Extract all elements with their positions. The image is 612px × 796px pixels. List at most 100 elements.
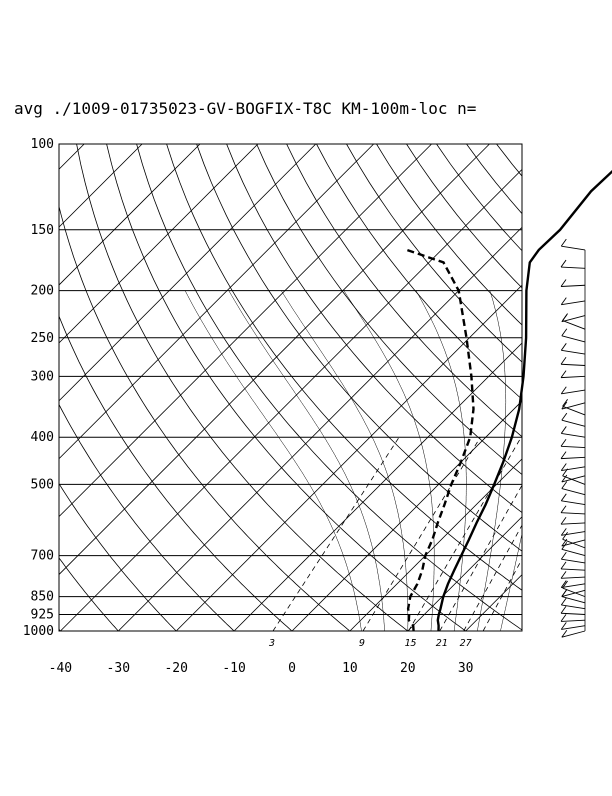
pressure-tick-label: 300 xyxy=(31,369,54,384)
wind-barb xyxy=(561,501,585,505)
wind-barb xyxy=(561,267,585,268)
dry-adiabat xyxy=(497,144,612,641)
wind-barb-flag xyxy=(561,494,566,501)
dry-adiabat xyxy=(287,144,612,641)
moist-adiabat xyxy=(229,291,385,631)
wind-barb xyxy=(561,577,585,578)
wind-barb-flag xyxy=(561,343,566,350)
dry-adiabat xyxy=(0,144,187,641)
isotherm-line xyxy=(118,144,605,631)
dry-adiabat xyxy=(377,144,612,641)
wind-barb xyxy=(561,246,585,250)
wind-barbs xyxy=(561,239,585,637)
mixing-ratio-line xyxy=(464,437,571,631)
isotherm-line xyxy=(0,144,374,631)
wind-barb-flag xyxy=(561,506,566,513)
wind-barb xyxy=(561,620,585,621)
mixing-ratio-line xyxy=(273,437,399,631)
wind-barb-flag xyxy=(561,452,566,459)
wind-barb xyxy=(561,559,585,563)
wind-barb xyxy=(561,285,585,286)
isotherm-line xyxy=(292,144,612,631)
wind-barb xyxy=(561,457,585,458)
wind-barb xyxy=(561,467,585,471)
temperature-tick-label: 30 xyxy=(458,661,474,676)
wind-barb xyxy=(561,390,585,394)
isotherm-line xyxy=(176,144,612,631)
wind-barb-flag xyxy=(561,598,566,605)
wind-barb-flag xyxy=(562,482,567,489)
pressure-tick-label: 925 xyxy=(31,608,54,623)
pressure-tick-label: 100 xyxy=(31,137,54,152)
mixing-ratio-label: 21 xyxy=(436,638,448,649)
wind-barb-flag xyxy=(561,571,566,578)
pressure-tick-label: 700 xyxy=(31,549,54,564)
dry-adiabat xyxy=(467,144,612,641)
mixing-ratio-line xyxy=(483,437,588,631)
mixing-ratio-label: 15 xyxy=(405,638,417,649)
temperature-tick-label: -20 xyxy=(164,661,187,676)
wind-barb xyxy=(563,321,585,330)
wind-barb xyxy=(562,549,585,555)
wind-barb xyxy=(562,336,585,342)
wind-barb-flag xyxy=(561,562,566,569)
mixing-ratio-label: 3 xyxy=(268,638,275,649)
wind-barb-flag xyxy=(563,532,568,539)
pressure-tick-label: 200 xyxy=(31,284,54,299)
wind-barb-flag xyxy=(561,260,566,267)
wind-barb-flag xyxy=(561,280,566,287)
isotherm-line xyxy=(0,144,26,631)
wind-barb xyxy=(561,301,585,305)
dry-adiabat xyxy=(0,144,245,641)
wind-barb-flag xyxy=(561,426,566,433)
dewpoint-profile xyxy=(407,250,474,631)
wind-barb-flag xyxy=(561,439,566,446)
wind-barb-flag xyxy=(561,517,566,524)
dry-adiabat xyxy=(167,144,598,641)
wind-barb xyxy=(561,376,585,377)
moist-adiabat xyxy=(344,291,434,631)
wind-barb-flag xyxy=(562,329,567,336)
dry-adiabat xyxy=(557,144,612,641)
isotherm-line xyxy=(0,144,432,631)
temperature-profile xyxy=(438,144,612,631)
wind-barb xyxy=(562,420,585,426)
pressure-tick-label: 150 xyxy=(31,223,54,238)
pressure-tick-label: 250 xyxy=(31,331,54,346)
wind-barb xyxy=(561,523,585,524)
wind-barb xyxy=(561,626,585,630)
dry-adiabat xyxy=(197,144,612,641)
dry-adiabat xyxy=(0,144,128,641)
moist-adiabat xyxy=(185,291,361,631)
pressure-tick-label: 500 xyxy=(31,477,54,492)
pressure-tick-label: 850 xyxy=(31,590,54,605)
wind-barb-flag xyxy=(561,552,566,559)
moist-adiabat xyxy=(281,291,408,631)
temperature-tick-label: -30 xyxy=(107,661,130,676)
isotherm-line xyxy=(524,144,612,631)
isotherm-line xyxy=(408,144,612,631)
dry-adiabat xyxy=(137,144,539,641)
isotherm-line xyxy=(466,144,612,631)
wind-barb-flag xyxy=(561,371,566,378)
wind-barb xyxy=(562,489,585,495)
wind-barb xyxy=(561,569,585,570)
temperature-tick-label: 20 xyxy=(400,661,416,676)
wind-barb-flag xyxy=(561,606,566,613)
wind-barb xyxy=(561,532,585,536)
pressure-tick-label: 400 xyxy=(31,430,54,445)
isotherm-line xyxy=(3,144,490,631)
plot-frame xyxy=(59,144,522,631)
mixing-ratio-label: 27 xyxy=(460,638,472,649)
mixing-ratio-label: 9 xyxy=(359,638,365,649)
wind-barb xyxy=(561,513,585,514)
dry-adiabat xyxy=(227,144,612,641)
temperature-tick-label: -10 xyxy=(222,661,245,676)
wind-barb xyxy=(561,350,585,354)
dry-adiabat xyxy=(0,144,10,641)
chart-title: avg ./1009-01735023-GV-BOGFIX-T8C KM-100… xyxy=(14,99,476,118)
wind-barb-flag xyxy=(561,357,566,364)
isotherm-line xyxy=(582,144,612,631)
